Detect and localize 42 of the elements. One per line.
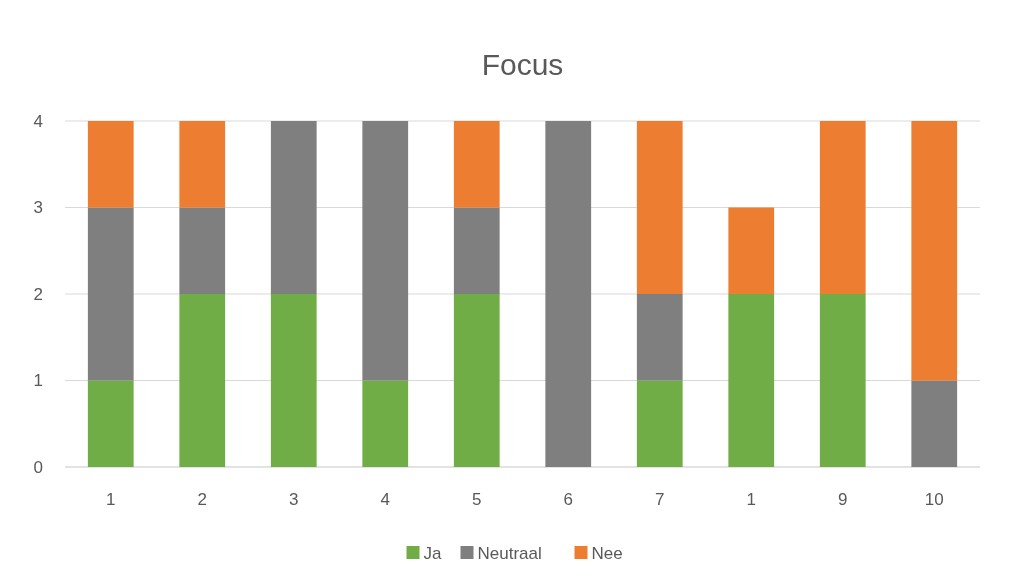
x-tick-label: 3 (289, 490, 299, 509)
legend-label: Neutraal (477, 543, 542, 563)
bar (636, 380, 683, 467)
bar (87, 207, 134, 381)
x-tick-label: 1 (746, 490, 756, 509)
bar (545, 121, 592, 467)
x-tick-label: 9 (838, 490, 848, 509)
bar (819, 121, 866, 294)
bar (87, 380, 134, 467)
bar (179, 121, 226, 208)
bar (179, 207, 226, 294)
bar (819, 294, 866, 467)
bar (728, 294, 775, 467)
x-tick-label: 6 (563, 490, 573, 509)
bar (87, 121, 134, 208)
y-tick-label: 0 (33, 457, 43, 477)
x-tick-label: 5 (472, 490, 482, 509)
bar (453, 294, 500, 467)
bar (362, 380, 409, 467)
bar (728, 207, 775, 294)
y-tick-label: 4 (33, 111, 43, 131)
legend-label: Ja (423, 543, 442, 563)
y-tick-label: 2 (33, 284, 43, 304)
bar (636, 294, 683, 381)
bar (179, 294, 226, 467)
x-tick-label: 2 (197, 490, 207, 509)
bar (270, 121, 317, 294)
legend-label: Nee (591, 543, 623, 563)
bar (911, 121, 958, 381)
x-tick-label: 10 (924, 490, 944, 509)
x-tick-label: 7 (655, 490, 665, 509)
y-tick-label: 3 (33, 198, 43, 218)
bar (636, 121, 683, 294)
chart-title: Focus (481, 48, 564, 81)
bar (362, 121, 409, 381)
x-tick-label: 1 (106, 490, 116, 509)
bar (453, 121, 500, 208)
bar (911, 380, 958, 467)
y-tick-label: 1 (33, 371, 43, 391)
bar (270, 294, 317, 467)
bar (453, 207, 500, 294)
x-tick-label: 4 (380, 490, 390, 509)
